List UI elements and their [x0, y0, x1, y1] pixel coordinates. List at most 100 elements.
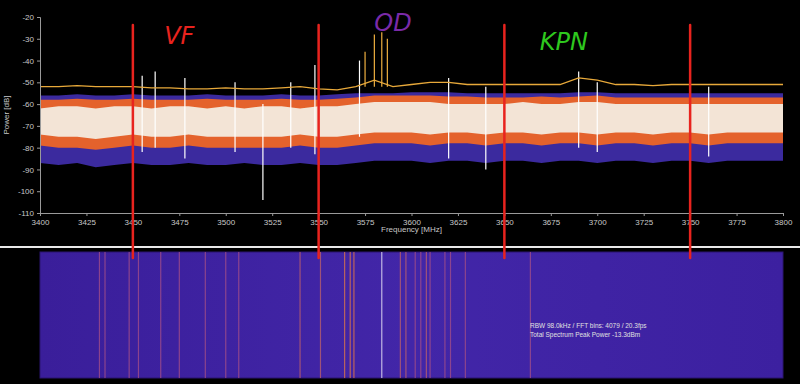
spike [387, 39, 388, 87]
spike [381, 32, 382, 86]
waterfall-line [429, 252, 430, 378]
tick-mark [179, 213, 180, 216]
spike [234, 82, 235, 152]
status-text: Total Spectrum Peak Power -13.3dBm [530, 331, 640, 339]
panel-separator [0, 246, 800, 248]
tick: 3500 [217, 213, 235, 227]
x-axis-title: Frequency [MHz] [381, 225, 442, 234]
spike [485, 87, 486, 170]
spike [364, 52, 365, 87]
tick-mark [37, 82, 40, 83]
tick-mark [412, 213, 413, 216]
tick: -30 [22, 35, 40, 44]
tick: 3400 [32, 213, 50, 227]
divider-line [317, 25, 320, 258]
tick-label: 3525 [264, 218, 282, 227]
x-axis-line [41, 214, 784, 217]
spike [448, 78, 449, 159]
tick-label: 3700 [589, 218, 607, 227]
tick: 3700 [589, 213, 607, 227]
tick-mark [458, 213, 459, 216]
tick: 3525 [264, 213, 282, 227]
tick: 3800 [775, 213, 793, 227]
tick: 3425 [78, 213, 96, 227]
spike [359, 61, 360, 137]
divider-line [503, 25, 506, 258]
tick-mark [783, 213, 784, 216]
waterfall-line [400, 252, 401, 378]
waterfall-line [353, 252, 354, 378]
y-axis-line [37, 18, 41, 214]
annotation: OD [374, 9, 411, 37]
tick: -110 [19, 209, 40, 218]
tick: -40 [22, 57, 40, 66]
spike [184, 78, 185, 159]
tick-label: -30 [22, 35, 34, 44]
tick-label: 3425 [78, 218, 96, 227]
annotation: VF [164, 22, 195, 50]
spike [290, 82, 291, 147]
tick-mark [644, 213, 645, 216]
spike [374, 34, 375, 86]
tick-mark [272, 213, 273, 216]
tick-mark [551, 213, 552, 216]
tick-label: -70 [22, 122, 34, 131]
waterfall-line [344, 252, 345, 378]
tick-mark [86, 213, 87, 216]
tick-label: 3400 [32, 218, 50, 227]
spike [597, 82, 598, 152]
tick: -80 [22, 144, 40, 153]
tick-label: 3675 [542, 218, 560, 227]
waterfall-line [179, 252, 180, 378]
tick-mark [37, 169, 40, 170]
waterfall-line [350, 252, 351, 378]
tick-label: -110 [19, 209, 35, 218]
tick: -20 [22, 13, 40, 22]
tick-mark [597, 213, 598, 216]
tick-mark [37, 39, 40, 40]
tick-label: 3500 [217, 218, 235, 227]
waterfall-line [225, 252, 226, 378]
tick: -90 [22, 166, 40, 175]
spike [314, 65, 315, 154]
tick-label: -40 [22, 57, 34, 66]
spike [155, 71, 156, 147]
chart-root: 3400342534503475350035253550357536003625… [0, 0, 800, 384]
waterfall-line [104, 252, 105, 378]
annotation: KPN [540, 28, 588, 56]
tick-label: -50 [22, 78, 34, 87]
tick-label: 3725 [635, 218, 653, 227]
tick: 3475 [171, 213, 189, 227]
tick-mark [37, 17, 40, 18]
spike [262, 104, 263, 200]
status-text: RBW 98.0kHz / FFT bins: 4079 / 20.3fps [530, 322, 647, 330]
plot-area [40, 32, 783, 200]
tick-label: -100 [18, 187, 35, 196]
tick: 3625 [450, 213, 468, 227]
tick: 3775 [728, 213, 746, 227]
tick-mark [37, 104, 40, 105]
tick-mark [37, 191, 40, 192]
tick: -50 [22, 78, 40, 87]
band-area [40, 92, 783, 167]
tick-mark [226, 213, 227, 216]
waterfall-line [415, 252, 416, 378]
spike [578, 71, 579, 147]
background [0, 0, 800, 384]
spike [708, 87, 709, 157]
tick: 3725 [635, 213, 653, 227]
tick-label: -90 [22, 166, 34, 175]
waterfall-line [205, 252, 206, 378]
divider-lines [133, 25, 690, 258]
y-axis: -110 -100 -90 -80 -70 -60 -50 -40 -30 -20 [18, 13, 41, 218]
waterfall-area [99, 252, 530, 378]
tick-label: -60 [22, 100, 34, 109]
tick-label: 3575 [357, 218, 375, 227]
waterfall-line [426, 252, 427, 378]
tick-label: 3800 [775, 218, 793, 227]
tick: -100 [18, 187, 40, 196]
tick: -70 [22, 122, 40, 131]
waterfall-line [299, 252, 300, 378]
waterfall-line [444, 252, 445, 378]
tick-mark [365, 213, 366, 216]
